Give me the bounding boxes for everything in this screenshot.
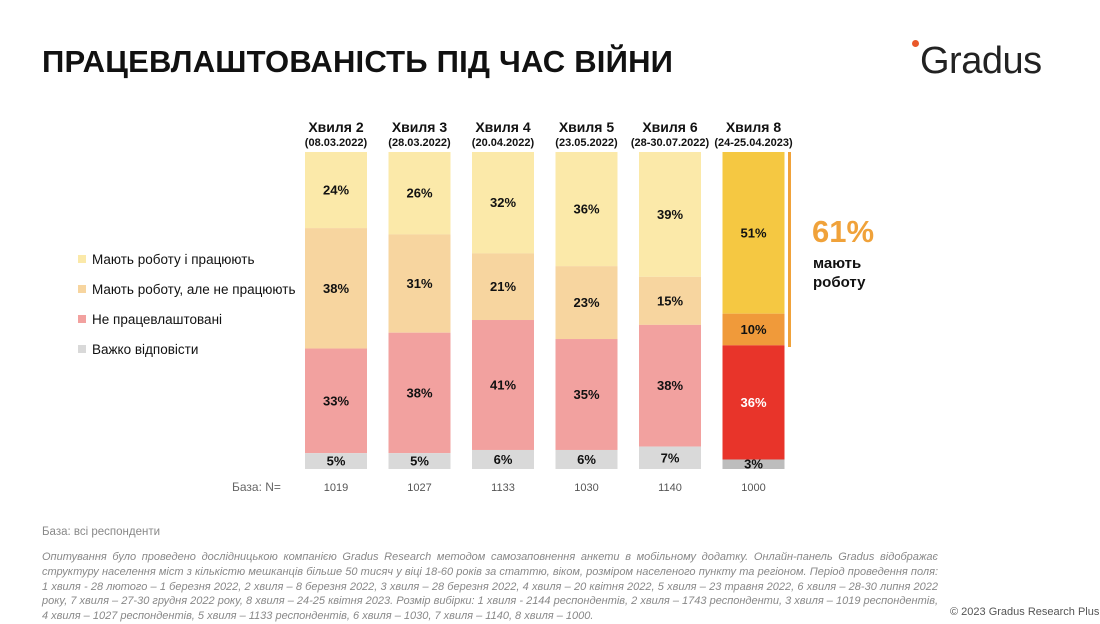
- legend-swatch: [78, 315, 86, 323]
- base-value: 1030: [574, 482, 599, 494]
- data-label: 32%: [490, 195, 516, 210]
- bar-segment: [472, 449, 534, 469]
- summary-percent: 61%: [812, 214, 875, 249]
- bar-segment: [722, 313, 785, 346]
- legend-item: Важко відповісти: [78, 334, 295, 364]
- bar-segment: [639, 152, 701, 277]
- data-label: 23%: [573, 295, 599, 310]
- wave-date: (28.03.2022): [388, 137, 451, 149]
- bar-segment: [305, 453, 367, 469]
- data-label: 36%: [573, 202, 599, 217]
- bar-segment: [722, 345, 785, 460]
- base-value: 1133: [491, 482, 515, 494]
- bar-segment: [639, 276, 701, 325]
- data-label: 31%: [406, 276, 432, 291]
- wave-title: Хвиля 4: [475, 119, 531, 135]
- bar-segment: [388, 332, 451, 454]
- copyright: © 2023 Gradus Research Plus: [950, 606, 1100, 618]
- wave-date: (28-30.07.2022): [630, 137, 710, 149]
- legend-item: Мають роботу, але не працюють: [78, 274, 295, 304]
- wave-header: Хвиля 4 (20.04.2022): [448, 119, 558, 149]
- data-label: 6%: [494, 452, 513, 467]
- bar-segment: [388, 453, 451, 469]
- legend-swatch: [78, 345, 86, 353]
- data-label: 15%: [657, 293, 683, 308]
- legend-label: Мають роботу і працюють: [92, 251, 255, 267]
- wave-title: Хвиля 5: [558, 119, 615, 135]
- wave-header: Хвиля 3 (28.03.2022): [365, 119, 475, 149]
- wave-date: (24-25.04.2023): [714, 137, 793, 149]
- footnote: Опитування було проведено дослідницькою …: [42, 551, 938, 623]
- data-label: 3%: [744, 457, 763, 472]
- bar-segment: [555, 339, 618, 450]
- base-value: 1000: [741, 482, 766, 494]
- data-label: 38%: [323, 281, 349, 296]
- data-label: 38%: [406, 385, 432, 400]
- gradus-logo: Gradus: [912, 40, 1062, 90]
- bar-segment: [305, 228, 367, 349]
- base-value: 1019: [323, 482, 349, 494]
- base-value: 1027: [407, 482, 432, 494]
- summary-bracket-line: [788, 152, 791, 347]
- data-label: 24%: [323, 183, 349, 198]
- legend-label: Мають роботу, але не працюють: [92, 281, 296, 297]
- wave-header: Хвиля 2 (08.03.2022): [281, 119, 391, 149]
- base-note: База: всі респонденти: [42, 526, 161, 538]
- bar-segment: [722, 152, 785, 314]
- bar-segment: [472, 320, 534, 450]
- data-label: 39%: [657, 207, 683, 222]
- data-label: 7%: [661, 450, 680, 465]
- bar-segment: [555, 449, 618, 469]
- data-label: 5%: [327, 454, 346, 469]
- data-label: 10%: [740, 322, 766, 337]
- base-label: База: N=: [232, 480, 281, 494]
- wave-header: Хвиля 8 (24-25.04.2023): [699, 119, 809, 149]
- legend-label: Не працевлаштовані: [92, 311, 223, 327]
- data-label: 35%: [573, 387, 599, 402]
- bar-segment: [555, 266, 618, 340]
- legend-item: Мають роботу і працюють: [78, 244, 295, 274]
- legend-item: Не працевлаштовані: [78, 304, 295, 334]
- data-label: 51%: [740, 225, 766, 240]
- summary-text: мають роботу: [813, 254, 865, 292]
- bar-segment: [722, 459, 785, 469]
- wave-date: (20.04.2022): [471, 137, 535, 149]
- wave-date: (08.03.2022): [304, 137, 368, 149]
- bar-segment: [639, 324, 701, 447]
- data-label: 41%: [490, 377, 516, 392]
- page-title: ПРАЦЕВЛАШТОВАНІСТЬ ПІД ЧАС ВІЙНИ: [42, 44, 674, 79]
- base-value: 1140: [658, 482, 682, 494]
- bar-segment: [472, 253, 534, 321]
- data-label: 21%: [490, 279, 516, 294]
- wave-header: Хвиля 5 (23.05.2022): [532, 119, 642, 149]
- chart-legend: Мають роботу і працюють Мають роботу, ал…: [78, 244, 295, 364]
- legend-swatch: [78, 285, 86, 293]
- bar-segment: [388, 152, 451, 235]
- bar-segment: [472, 152, 534, 254]
- wave-title: Хвиля 2: [308, 119, 364, 135]
- data-label: 26%: [406, 186, 432, 201]
- wave-title: Хвиля 8: [725, 119, 782, 135]
- logo-dot-icon: [912, 40, 919, 47]
- wave-header: Хвиля 6 (28-30.07.2022): [615, 119, 725, 149]
- logo-text: Gradus: [920, 40, 1042, 82]
- wave-date: (23.05.2022): [555, 137, 618, 149]
- data-label: 6%: [577, 452, 596, 467]
- bar-segment: [305, 152, 367, 229]
- bar-segment: [305, 348, 367, 454]
- bar-segment: [639, 446, 701, 469]
- wave-title: Хвиля 3: [391, 119, 448, 135]
- data-label: 5%: [410, 454, 429, 469]
- bar-segment: [388, 234, 451, 333]
- data-label: 33%: [323, 393, 349, 408]
- summary-line-1: мають: [813, 255, 862, 272]
- legend-swatch: [78, 255, 86, 263]
- legend-label: Важко відповісти: [92, 341, 199, 357]
- wave-title: Хвиля 6: [642, 119, 698, 135]
- data-label: 36%: [740, 395, 766, 410]
- data-label: 38%: [657, 378, 683, 393]
- bar-segment: [555, 152, 618, 267]
- summary-line-2: роботу: [813, 274, 866, 291]
